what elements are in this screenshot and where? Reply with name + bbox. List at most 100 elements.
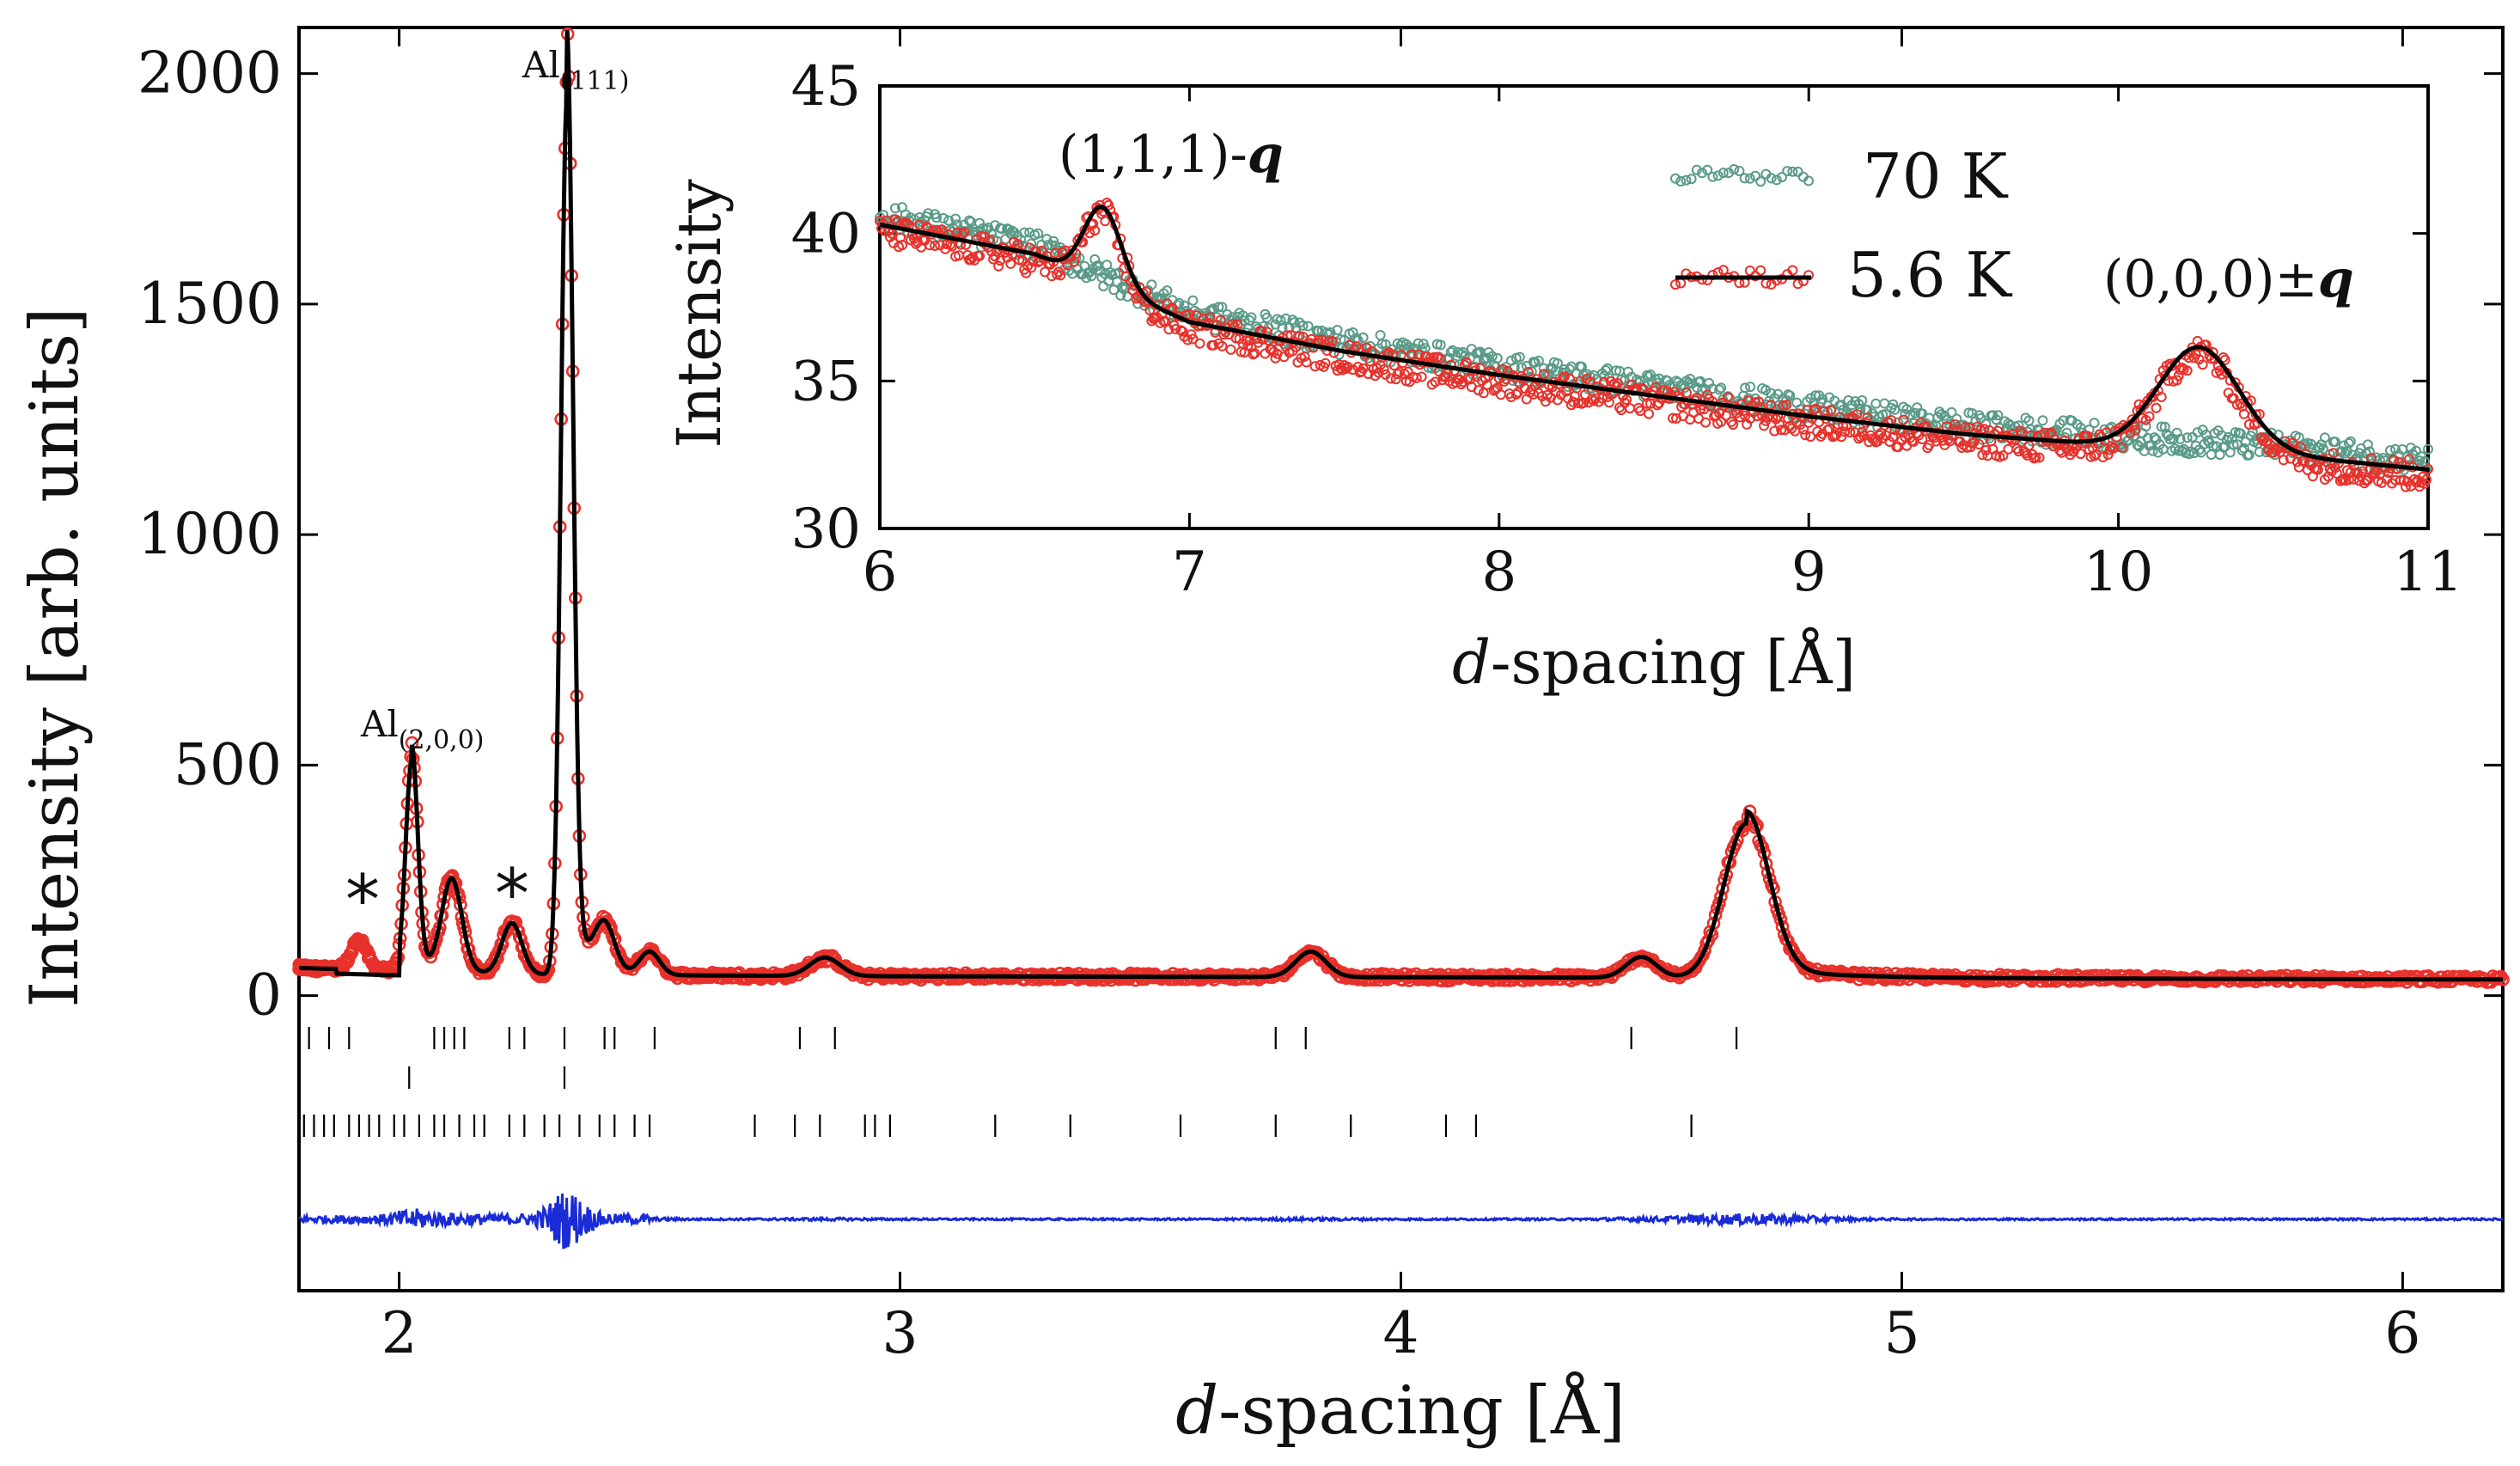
inset-70k-point	[2402, 451, 2413, 462]
inset-70k-point	[1946, 406, 1957, 418]
inset-5p6k-point	[1621, 394, 1632, 406]
inset-70k-point	[1246, 312, 1257, 323]
inset-70k-point	[1533, 355, 1544, 366]
inset-70k-point	[1492, 352, 1503, 363]
inset-5p6k-point	[1205, 312, 1216, 323]
inset-5p6k-point	[1752, 411, 1763, 422]
inset-5p6k-point	[1249, 348, 1260, 359]
inset-5p6k-point	[1392, 369, 1403, 380]
inset-70k-point	[2345, 436, 2356, 447]
inset-70k-point	[2353, 448, 2364, 459]
inset-70k-point	[2175, 433, 2186, 444]
inset-5p6k-point	[1187, 333, 1199, 345]
inset-70k-point	[1900, 408, 1911, 419]
inset-5p6k-point	[1668, 412, 1678, 424]
inset-5p6k-point	[1225, 344, 1236, 355]
inset-70k-point	[1992, 410, 2004, 421]
inset-5p6k-point	[887, 228, 897, 239]
main-ytick-label-2000: 2000	[137, 40, 282, 107]
inset-5p6k-point	[1754, 396, 1765, 407]
inset-70k-point	[964, 215, 975, 226]
inset-5p6k-point	[1050, 247, 1061, 259]
main-ytick-label-1000: 1000	[137, 501, 282, 567]
inset-5p6k-point	[1351, 341, 1362, 352]
inset-5p6k-point	[1776, 425, 1787, 436]
inset-70k-point	[2147, 445, 2158, 456]
inset-70k-point	[1836, 400, 1847, 411]
inset-70k-point	[923, 208, 934, 219]
annotation-al200: Al(2,0,0)	[360, 703, 485, 755]
inset-5p6k-point	[1026, 262, 1037, 273]
observed-point	[1694, 950, 1708, 964]
inset-70k-point	[1857, 395, 1868, 406]
calculated-curve	[299, 29, 2503, 982]
inset-5p6k-point	[1215, 315, 1226, 326]
inset-70k-point	[2329, 437, 2340, 448]
inset-5p6k-point	[1716, 416, 1727, 427]
inset-70k-point	[1213, 302, 1224, 313]
inset-5p6k-point	[1461, 357, 1472, 368]
annotation-al111: Al(111)	[522, 44, 629, 96]
inset-5p6k-point	[1323, 336, 1334, 347]
inset-xtick-label-7: 7	[1172, 541, 1207, 604]
inset-70k-point	[1785, 390, 1796, 401]
inset-5p6k-point	[930, 241, 941, 251]
inset-5p6k-point	[1560, 386, 1571, 397]
inset-70k-point	[938, 213, 949, 223]
inset-70k-point	[2319, 432, 2330, 443]
inset-5p6k-point	[1186, 329, 1197, 340]
inset-5p6k-point	[1478, 388, 1489, 399]
inset-70k-point	[1095, 266, 1106, 277]
inset-5p6k-point	[1602, 392, 1613, 402]
inset-70k-point	[1716, 382, 1727, 394]
inset-70k-point	[2149, 432, 2160, 443]
inset-5p6k-point	[1131, 293, 1142, 304]
inset-5p6k-point	[1651, 382, 1661, 393]
inset-5p6k-point	[1545, 392, 1556, 403]
inset-5p6k-point	[1510, 388, 1522, 400]
inset-70k-point	[1019, 227, 1030, 238]
inset-5p6k-point	[1299, 351, 1310, 362]
inset-70k-point	[2159, 421, 2170, 432]
inset-5p6k-point	[1490, 383, 1501, 394]
inset-70k-point	[1685, 374, 1695, 384]
inset-70k-point	[1447, 345, 1458, 356]
main-xtick-label-4: 4	[1383, 1300, 1419, 1366]
inset-5p6k-point	[1194, 338, 1205, 349]
inset-5p6k-point	[2034, 452, 2045, 463]
inset-5p6k-point	[890, 214, 900, 225]
main-y-tick-labels: 0 500 1000 1500 2000	[137, 40, 282, 1029]
inset-70k-point	[1332, 325, 1343, 335]
inset-70k-point	[2340, 448, 2351, 459]
inset-70k-point	[931, 212, 943, 223]
inset-xtick-label-10: 10	[2084, 541, 2153, 604]
inset-70k-point	[2423, 443, 2433, 455]
inset-70k-point	[2183, 449, 2194, 460]
inset-70k-point	[1514, 351, 1525, 363]
inset-axis-ticks	[878, 84, 2430, 530]
inset-70k-point	[1117, 281, 1128, 292]
inset-5p6k-point	[1241, 335, 1252, 346]
inset-5p6k-point	[1728, 419, 1739, 431]
inset-5p6k-point	[1700, 417, 1712, 428]
main-xtick-label-3: 3	[882, 1300, 918, 1366]
inset-5p6k-point	[1974, 439, 1985, 449]
main-ytick-label-0: 0	[246, 962, 282, 1029]
inset-70k-point	[1041, 234, 1053, 245]
main-x-axis-title: d-spacing [Å]	[1175, 1371, 1626, 1450]
inset-5p6k-point	[1089, 225, 1101, 236]
inset-ytick-label-35: 35	[791, 350, 861, 413]
inset-70k-point	[1817, 394, 1828, 405]
inset-5p6k-point	[1342, 361, 1353, 372]
inset-5p6k-point	[1538, 369, 1549, 380]
inset-5p6k-point	[1028, 256, 1039, 267]
inset-5p6k-point	[1378, 364, 1389, 375]
difference-curve	[298, 1193, 2504, 1249]
inset-70k-point	[2173, 445, 2184, 456]
inset-70k-point	[2202, 435, 2213, 446]
inset-5p6k-point	[1898, 414, 1909, 425]
inset-70k-point	[1050, 240, 1061, 251]
inset-5p6k-point	[2015, 425, 2026, 437]
inset-70k-point	[1714, 384, 1725, 395]
inset-70k-point	[2406, 443, 2416, 454]
